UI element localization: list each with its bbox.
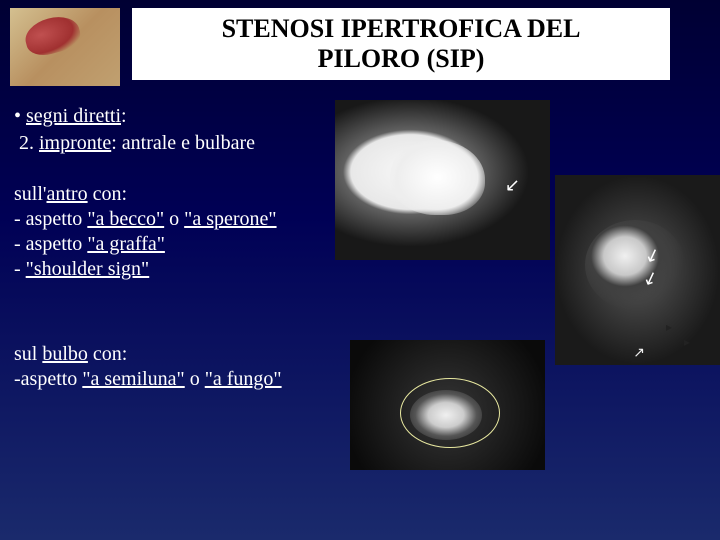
antro-item1-pre: - aspetto (14, 208, 87, 230)
antro-item3-pre: - (14, 258, 26, 280)
radiograph-image-1 (335, 100, 550, 260)
antro-item3-u: "shoulder sign" (26, 258, 150, 280)
slide-title: STENOSI IPERTROFICA DEL PILORO (SIP) (132, 8, 670, 80)
antro-u: antro (47, 183, 88, 205)
subline-num: 2. (19, 132, 39, 154)
subline-rest: : antrale e bulbare (111, 132, 255, 154)
antro-post: con: (88, 183, 127, 205)
bulbo-u: bulbo (42, 343, 88, 365)
bulbo-item1-u1: "a semiluna" (82, 368, 184, 390)
radiograph-image-2 (555, 175, 720, 365)
title-line-1: STENOSI IPERTROFICA DEL (222, 14, 581, 43)
subline-word: impronte (39, 132, 111, 154)
bullet-colon: : (121, 105, 127, 127)
bulbo-item1-pre: -aspetto (14, 368, 82, 390)
bullet-label: segni diretti (26, 105, 121, 127)
antro-item2-u: "a graffa" (87, 233, 165, 255)
bulbo-item1-u2: "a fungo" (205, 368, 282, 390)
anatomical-image (10, 8, 120, 86)
title-line-2: PILORO (SIP) (318, 44, 485, 73)
antro-item2-pre: - aspetto (14, 233, 87, 255)
antro-item1-u2: "a sperone" (184, 208, 276, 230)
radiograph-image-3 (350, 340, 545, 470)
bulbo-post: con: (88, 343, 127, 365)
bullet-prefix: • (14, 105, 26, 127)
bulbo-item1-mid: o (185, 368, 205, 390)
bulbo-pre: sul (14, 343, 42, 365)
antro-pre: sull' (14, 183, 47, 205)
antro-item1-mid: o (164, 208, 184, 230)
title-area: STENOSI IPERTROFICA DEL PILORO (SIP) (0, 0, 720, 86)
antro-item1-u1: "a becco" (87, 208, 164, 230)
